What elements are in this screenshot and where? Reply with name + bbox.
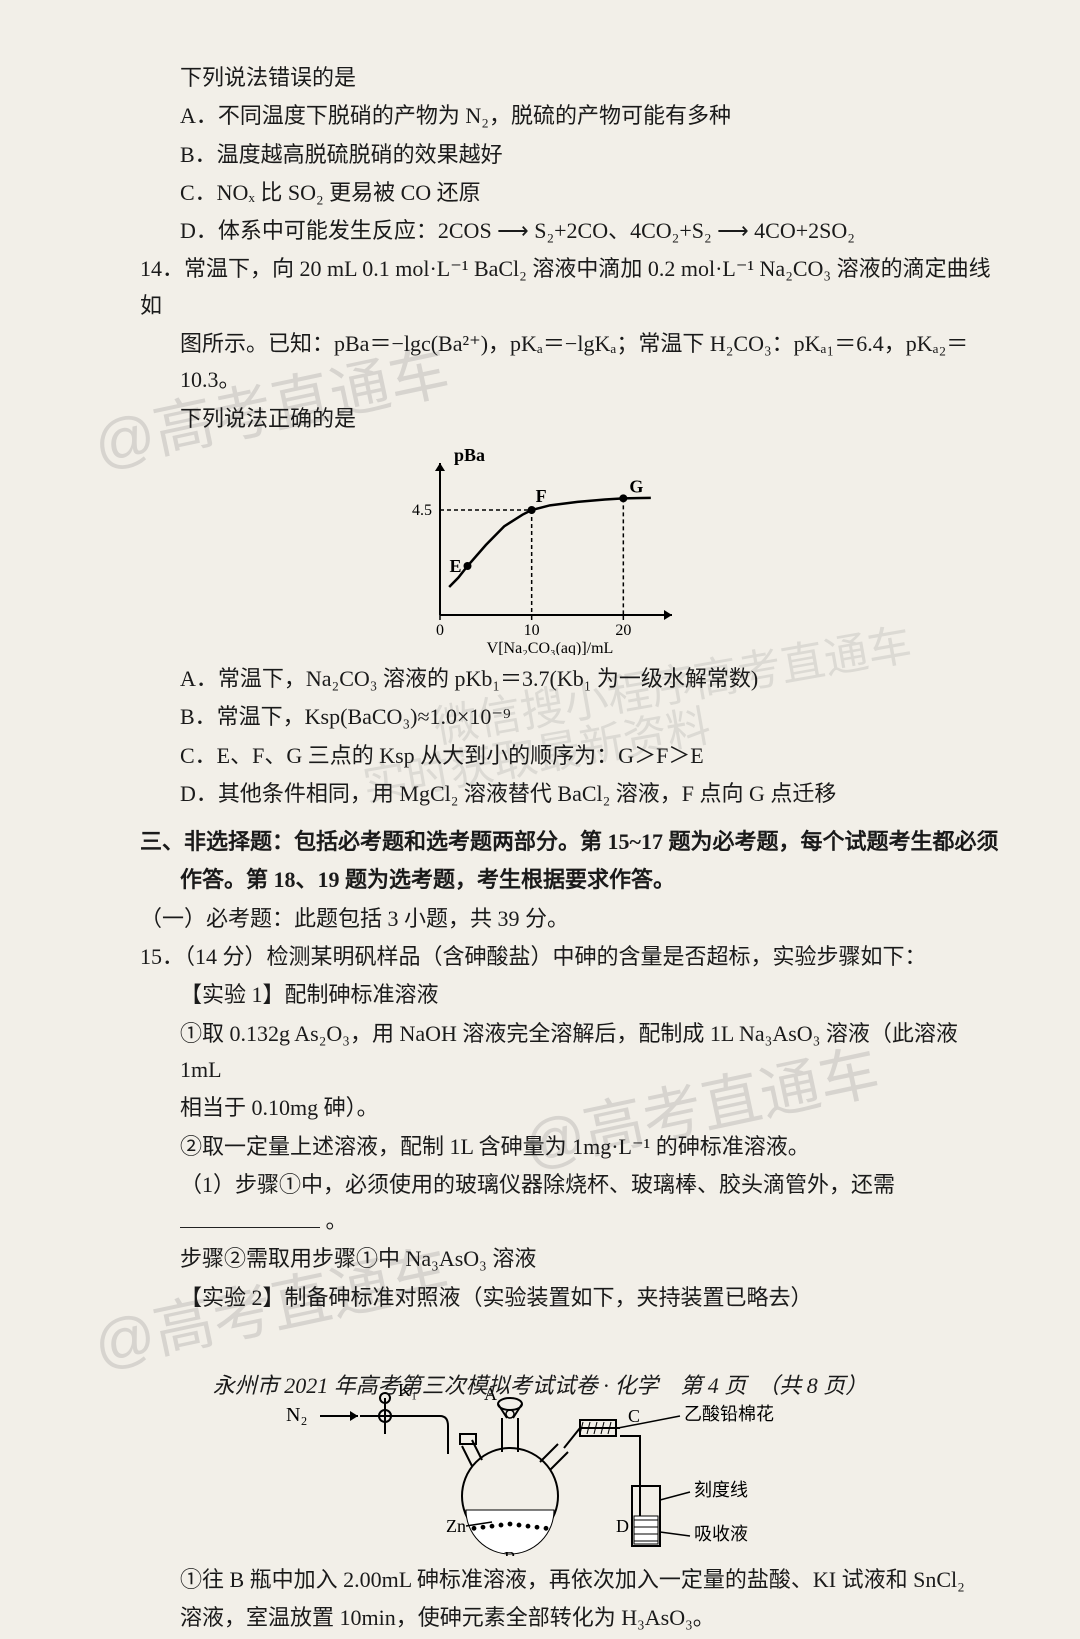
q14-opt-a: A．常温下，Na₂CO₃ 溶液的 pKb₁＝3.7(Kb₁ 为一级水解常数) [180, 661, 1000, 697]
svg-text:B: B [504, 1548, 516, 1556]
q13-stem-cont: 下列说法错误的是 [180, 60, 1000, 96]
svg-text:C: C [628, 1406, 640, 1426]
page-content: 下列说法错误的是 A．不同温度下脱硝的产物为 N₂，脱硫的产物可能有多种 B．温… [80, 60, 1000, 1639]
q15-exp1-title: 【实验 1】配制砷标准溶液 [180, 977, 1000, 1013]
svg-text:吸收液: 吸收液 [694, 1524, 748, 1544]
page-footer: 永州市 2021 年高考第三次模拟考试试卷 · 化学 第 4 页 （共 8 页） [0, 1368, 1080, 1400]
q15-exp1-s1: ①取 0.132g As₂O₃，用 NaOH 溶液完全溶解后，配制成 1L Na… [180, 1016, 1000, 1089]
q14-chart-svg: pBa 0 10 20V[Na₂CO₃(aq)]/mL 4.5 E F G [380, 445, 700, 655]
q13-opt-a: A．不同温度下脱硝的产物为 N₂，脱硫的产物可能有多种 [180, 98, 1000, 134]
svg-text:Zn: Zn [446, 1516, 466, 1536]
svg-text:4.5: 4.5 [412, 502, 432, 519]
q13-opt-c: C．NOₓ 比 SO₂ 更易被 CO 还原 [180, 175, 1000, 211]
svg-text:刻度线: 刻度线 [694, 1480, 748, 1500]
q15-exp2-s1b: 溶液，室温放置 10min，使砷元素全部转化为 H₃AsO₃。 [180, 1600, 1000, 1636]
blank-line [180, 1206, 320, 1228]
svg-text:D: D [616, 1516, 629, 1536]
q14-opt-b: B．常温下，Ksp(BaCO₃)≈1.0×10⁻⁹ [180, 699, 1000, 735]
q14-opt-c: C．E、F、G 三点的 Ksp 从大到小的顺序为：G＞F＞E [180, 738, 1000, 774]
svg-text:F: F [536, 486, 547, 506]
q15-exp2-s1a: ①往 B 瓶中加入 2.00mL 砷标准溶液，再依次加入一定量的盐酸、KI 试液… [180, 1562, 1000, 1598]
q15-line1: 15．（14 分）检测某明矾样品（含砷酸盐）中砷的含量是否超标，实验步骤如下： [140, 939, 1000, 975]
q15-exp1-q1: （1）步骤①中，必须使用的玻璃仪器除烧杯、玻璃棒、胶头滴管外，还需 。 [180, 1167, 1000, 1240]
svg-text:E: E [450, 556, 462, 576]
svg-text:V[Na₂CO₃(aq)]/mL: V[Na₂CO₃(aq)]/mL [487, 640, 614, 655]
svg-text:N₂: N₂ [286, 1404, 307, 1426]
q14-num: 14． [140, 256, 184, 281]
q15-num: 15． [140, 944, 184, 969]
svg-text:pBa: pBa [454, 445, 485, 465]
q15-stem: （14 分）检测某明矾样品（含砷酸盐）中砷的含量是否超标，实验步骤如下： [184, 944, 927, 969]
q15-exp2-title: 【实验 2】制备砷标准对照液（实验装置如下，夹持装置已略去） [180, 1280, 1000, 1316]
q14-chart: pBa 0 10 20V[Na₂CO₃(aq)]/mL 4.5 E F G [380, 445, 700, 655]
section3-hdr2: 作答。第 18、19 题为选考题，考生根据要求作答。 [180, 862, 1000, 898]
section3-hdr1: 三、非选择题：包括必考题和选考题两部分。第 15~17 题为必考题，每个试题考生… [140, 824, 1000, 860]
q13-opt-d: D．体系中可能发生反应：2COS ⟶ S₂+2CO、4CO₂+S₂ ⟶ 4CO+… [180, 213, 1000, 249]
svg-text:0: 0 [436, 622, 444, 639]
q14-stem2: 图所示。已知：pBa＝−lgc(Ba²⁺)，pKₐ＝−lgKₐ；常温下 H₂CO… [180, 326, 1000, 399]
q15-apparatus-svg: N₂K₁ZnBAC乙酸铅棉花刻度线D吸收液 [280, 1326, 800, 1556]
q15-exp1-q1b: 。 [326, 1208, 348, 1233]
q15-apparatus: N₂K₁ZnBAC乙酸铅棉花刻度线D吸收液 [280, 1326, 800, 1556]
q13-opt-b: B．温度越高脱硫脱硝的效果越好 [180, 137, 1000, 173]
q15-exp1-q2: 步骤②需取用步骤①中 Na₃AsO₃ 溶液 [180, 1241, 1000, 1277]
q15-exp1-s1b: 相当于 0.10mg 砷）。 [180, 1090, 1000, 1126]
q15-exp1-q1a: （1）步骤①中，必须使用的玻璃仪器除烧杯、玻璃棒、胶头滴管外，还需 [180, 1172, 895, 1197]
q14-stem3: 下列说法正确的是 [180, 401, 1000, 437]
svg-text:乙酸铅棉花: 乙酸铅棉花 [684, 1404, 774, 1424]
q15-exp1-s2: ②取一定量上述溶液，配制 1L 含砷量为 1mg·L⁻¹ 的砷标准溶液。 [180, 1129, 1000, 1165]
q14-opt-d: D．其他条件相同，用 MgCl₂ 溶液替代 BaCl₂ 溶液，F 点向 G 点迁… [180, 776, 1000, 812]
svg-text:20: 20 [615, 622, 631, 639]
q14-stem1: 常温下，向 20 mL 0.1 mol·L⁻¹ BaCl₂ 溶液中滴加 0.2 … [140, 256, 991, 317]
svg-text:10: 10 [524, 622, 540, 639]
section3-sub1: （一）必考题：此题包括 3 小题，共 39 分。 [140, 901, 1000, 937]
q14-line1: 14．常温下，向 20 mL 0.1 mol·L⁻¹ BaCl₂ 溶液中滴加 0… [140, 251, 1000, 324]
svg-text:G: G [629, 476, 643, 496]
